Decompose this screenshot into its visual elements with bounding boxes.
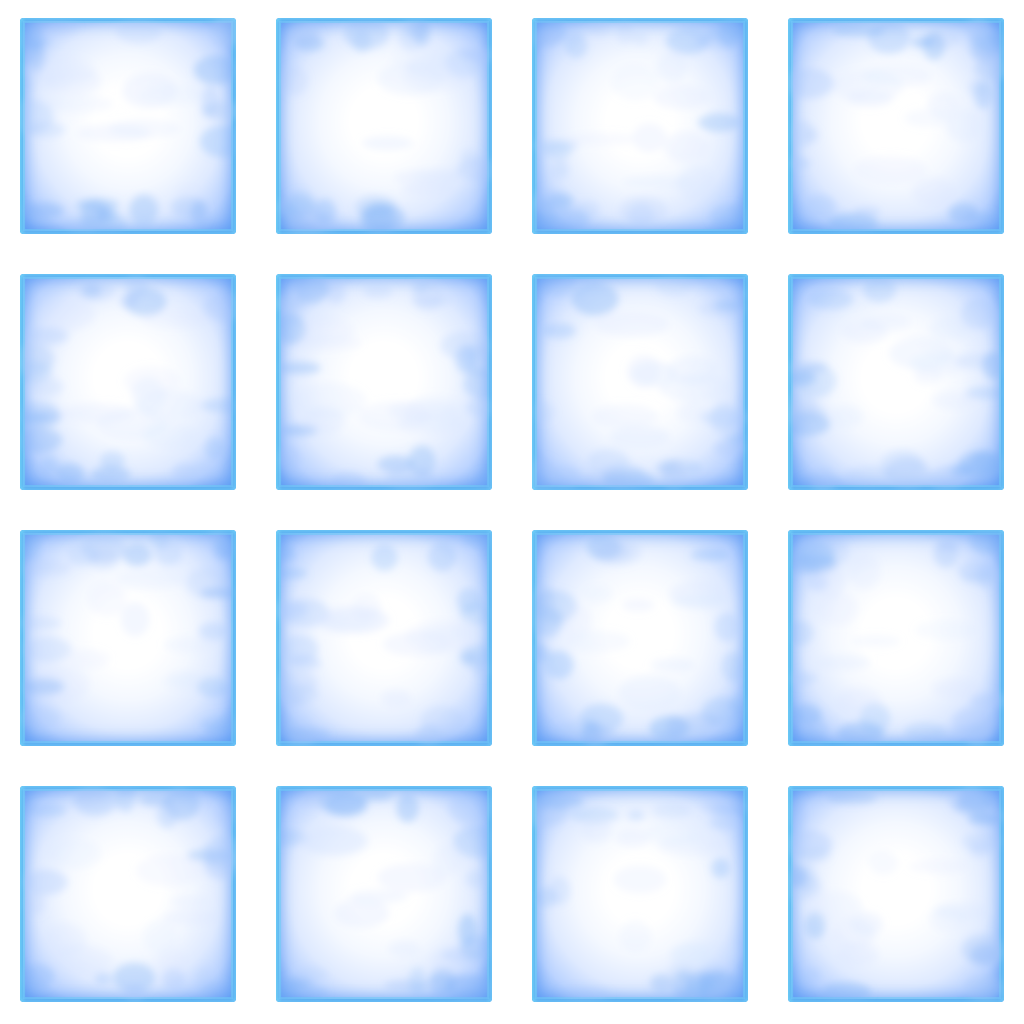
ice-tile — [276, 18, 492, 234]
frost-texture — [20, 530, 236, 746]
rim-highlight — [532, 786, 748, 1002]
rim-highlight — [532, 530, 748, 746]
rim-highlight — [276, 530, 492, 746]
ice-tile — [20, 274, 236, 490]
rim-highlight — [276, 274, 492, 490]
ice-tile — [276, 274, 492, 490]
ice-tile — [276, 786, 492, 1002]
rim-highlight — [20, 786, 236, 1002]
ice-tile — [788, 786, 1004, 1002]
frost-texture — [532, 530, 748, 746]
frost-texture — [788, 530, 1004, 746]
rim-highlight — [20, 530, 236, 746]
ice-tile — [788, 18, 1004, 234]
frost-texture — [20, 18, 236, 234]
ice-tile — [532, 18, 748, 234]
tile-grid — [20, 18, 1004, 1002]
ice-tile — [20, 530, 236, 746]
frost-texture — [532, 786, 748, 1002]
frost-texture — [788, 18, 1004, 234]
rim-highlight — [20, 274, 236, 490]
rim-highlight — [788, 274, 1004, 490]
ice-tile — [532, 274, 748, 490]
frost-texture — [20, 786, 236, 1002]
frost-texture — [532, 274, 748, 490]
ice-tile — [532, 786, 748, 1002]
frost-texture — [276, 274, 492, 490]
ice-tile — [788, 274, 1004, 490]
ice-tile — [276, 530, 492, 746]
rim-highlight — [788, 530, 1004, 746]
frost-texture — [532, 18, 748, 234]
rim-highlight — [788, 786, 1004, 1002]
frost-texture — [276, 18, 492, 234]
frost-texture — [276, 786, 492, 1002]
rim-highlight — [532, 18, 748, 234]
frost-texture — [788, 274, 1004, 490]
rim-highlight — [532, 274, 748, 490]
ice-tile — [788, 530, 1004, 746]
rim-highlight — [788, 18, 1004, 234]
frost-texture — [788, 786, 1004, 1002]
ice-tile — [20, 18, 236, 234]
rim-highlight — [20, 18, 236, 234]
ice-tile — [532, 530, 748, 746]
ice-tile — [20, 786, 236, 1002]
frost-texture — [276, 530, 492, 746]
rim-highlight — [276, 786, 492, 1002]
rim-highlight — [276, 18, 492, 234]
frost-texture — [20, 274, 236, 490]
